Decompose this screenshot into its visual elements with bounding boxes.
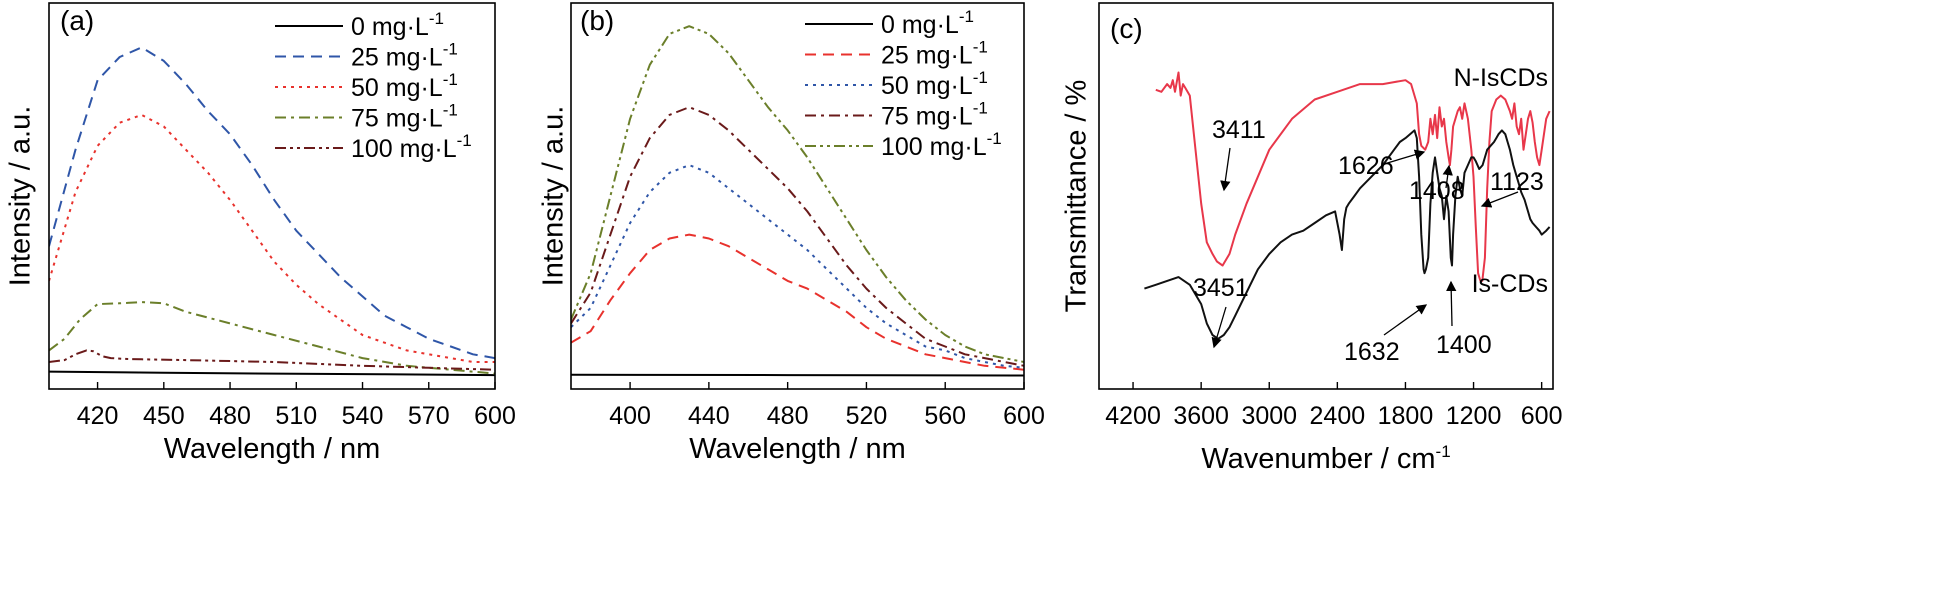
peak-annotation-label: 1123 bbox=[1490, 168, 1544, 196]
series-line-100-mg-l bbox=[571, 25, 1024, 363]
x-tick-label: 2400 bbox=[1310, 402, 1366, 430]
series-group bbox=[1144, 71, 1551, 340]
legend-entry: 100 mg·L-1 bbox=[881, 129, 1002, 161]
y-axis-label: Intensity / a.u. bbox=[5, 106, 37, 287]
legend-entry: 25 mg·L-1 bbox=[351, 40, 458, 72]
x-axis-label: Wavenumber / cm-1 bbox=[1201, 442, 1450, 475]
panel-c: 4200 3600 3000 2400 1800 1200 600 (c) Wavenumber… bbox=[1061, 2, 1563, 475]
x-tick-label: 4200 bbox=[1105, 402, 1161, 430]
series-line-is-cds bbox=[1144, 129, 1551, 340]
peak-annotation-label: 1626 bbox=[1338, 152, 1394, 180]
x-tick-label: 420 bbox=[77, 402, 119, 430]
peak-annotation-label: 1400 bbox=[1436, 331, 1492, 359]
y-axis-label: Transmittance / % bbox=[1061, 80, 1093, 313]
series-group bbox=[571, 25, 1024, 377]
x-tick-label: 480 bbox=[209, 402, 251, 430]
peak-annotation-label: 1632 bbox=[1344, 338, 1400, 366]
x-tick-label: 400 bbox=[609, 402, 651, 430]
x-tick-label: 570 bbox=[408, 402, 450, 430]
x-tick-label: 600 bbox=[1521, 402, 1563, 430]
x-tick-label: 3000 bbox=[1241, 402, 1297, 430]
peak-annotation-label: 3451 bbox=[1193, 274, 1249, 302]
series-line-100-mg-l bbox=[49, 349, 495, 371]
peak-annotation-label: 3411 bbox=[1212, 116, 1266, 144]
x-axis-label: Wavelength / nm bbox=[689, 433, 906, 465]
x-tick-label: 600 bbox=[474, 402, 516, 430]
plot-frame bbox=[48, 2, 496, 390]
series-line-0-mg-l bbox=[49, 370, 495, 377]
x-tick-label: 520 bbox=[846, 402, 888, 430]
peak-annotation-arrow bbox=[1383, 149, 1426, 165]
peak-annotation-arrow bbox=[1480, 191, 1519, 208]
series-label-n-iscds: N-IsCDs bbox=[1454, 64, 1548, 92]
x-tick-label: 3600 bbox=[1173, 402, 1229, 430]
x-tick-label: 1800 bbox=[1378, 402, 1434, 430]
panel-a: 420 450 480 510 540 570 600 (a) Wavelength / nm I… bbox=[5, 2, 516, 465]
legend-entry: 75 mg·L-1 bbox=[351, 101, 458, 133]
x-tick-label: 480 bbox=[767, 402, 809, 430]
series-line-n-iscds bbox=[1155, 71, 1551, 282]
peak-annotation-arrow bbox=[1220, 147, 1231, 192]
x-tick-label: 1200 bbox=[1446, 402, 1502, 430]
legend-entry: 0 mg·L-1 bbox=[881, 7, 974, 39]
legend-entry: 50 mg·L-1 bbox=[881, 68, 988, 100]
y-axis-label: Intensity / a.u. bbox=[538, 106, 570, 287]
panel-b: 400 440 480 520 560 600 (b) Wavelength / nm Inte… bbox=[538, 2, 1045, 465]
x-tick-label: 510 bbox=[275, 402, 317, 430]
peak-annotation-label: 1408 bbox=[1409, 177, 1465, 205]
legend-entry: 25 mg·L-1 bbox=[881, 38, 988, 70]
x-tick-label: 560 bbox=[924, 402, 966, 430]
series-line-25-mg-l bbox=[571, 233, 1024, 371]
legend-entry: 50 mg·L-1 bbox=[351, 70, 458, 102]
x-tick-label: 600 bbox=[1003, 402, 1045, 430]
legend-entry: 100 mg·L-1 bbox=[351, 131, 472, 163]
series-group bbox=[49, 46, 495, 377]
plot-frame bbox=[1098, 2, 1554, 390]
series-line-0-mg-l bbox=[571, 373, 1024, 377]
series-label-is-cds: Is-CDs bbox=[1472, 270, 1548, 298]
plot-frame bbox=[570, 2, 1025, 390]
x-axis-label: Wavelength / nm bbox=[164, 433, 381, 465]
series-line-25-mg-l bbox=[49, 46, 495, 360]
series-line-75-mg-l bbox=[571, 106, 1024, 367]
peak-annotation-arrow bbox=[1383, 304, 1428, 336]
peak-annotation-arrow bbox=[1211, 306, 1227, 349]
series-line-75-mg-l bbox=[49, 301, 495, 375]
peak-annotation-arrow bbox=[1446, 280, 1457, 327]
x-tick-label: 450 bbox=[143, 402, 185, 430]
legend-entry: 0 mg·L-1 bbox=[351, 9, 444, 41]
series-line-50-mg-l bbox=[49, 113, 495, 363]
panel-label: (c) bbox=[1110, 13, 1143, 44]
panel-label: (b) bbox=[580, 5, 614, 36]
series-line-50-mg-l bbox=[571, 164, 1024, 369]
panel-label: (a) bbox=[60, 5, 94, 36]
x-tick-label: 540 bbox=[342, 402, 384, 430]
peak-annotation-arrow bbox=[1442, 164, 1453, 189]
legend-entry: 75 mg·L-1 bbox=[881, 99, 988, 131]
x-tick-label: 440 bbox=[688, 402, 730, 430]
